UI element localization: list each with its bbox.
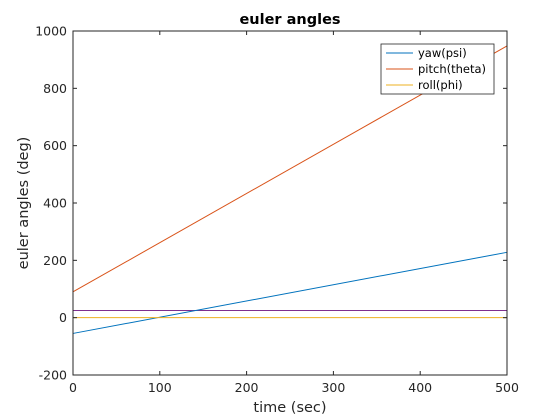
y-tick-label: 800 bbox=[43, 81, 67, 96]
y-axis-label: euler angles (deg) bbox=[16, 137, 32, 270]
legend-label: yaw(psi) bbox=[418, 46, 467, 60]
y-tick-label: 400 bbox=[43, 196, 67, 211]
chart-title: euler angles bbox=[239, 12, 340, 28]
y-tick-label: -200 bbox=[39, 368, 67, 383]
legend-label: roll(phi) bbox=[418, 78, 463, 92]
legend-label: pitch(theta) bbox=[418, 62, 486, 76]
x-tick-label: 300 bbox=[321, 380, 345, 395]
y-tick-label: 200 bbox=[43, 253, 67, 268]
x-axis-label: time (sec) bbox=[253, 400, 326, 416]
y-axis-ticks: -200 0 200 400 600 800 1000 bbox=[35, 24, 507, 383]
legend: yaw(psi) pitch(theta) roll(phi) bbox=[380, 43, 495, 95]
y-tick-label: 600 bbox=[43, 138, 67, 153]
x-tick-label: 200 bbox=[235, 380, 259, 395]
x-tick-label: 500 bbox=[495, 380, 519, 395]
series-line-0 bbox=[72, 251, 508, 334]
y-tick-label: 0 bbox=[59, 310, 67, 325]
x-tick-label: 400 bbox=[408, 380, 432, 395]
x-axis-ticks: 0 100 200 300 400 500 bbox=[69, 31, 519, 395]
y-tick-label: 1000 bbox=[35, 24, 67, 39]
x-tick-label: 0 bbox=[69, 380, 77, 395]
x-tick-label: 100 bbox=[148, 380, 172, 395]
